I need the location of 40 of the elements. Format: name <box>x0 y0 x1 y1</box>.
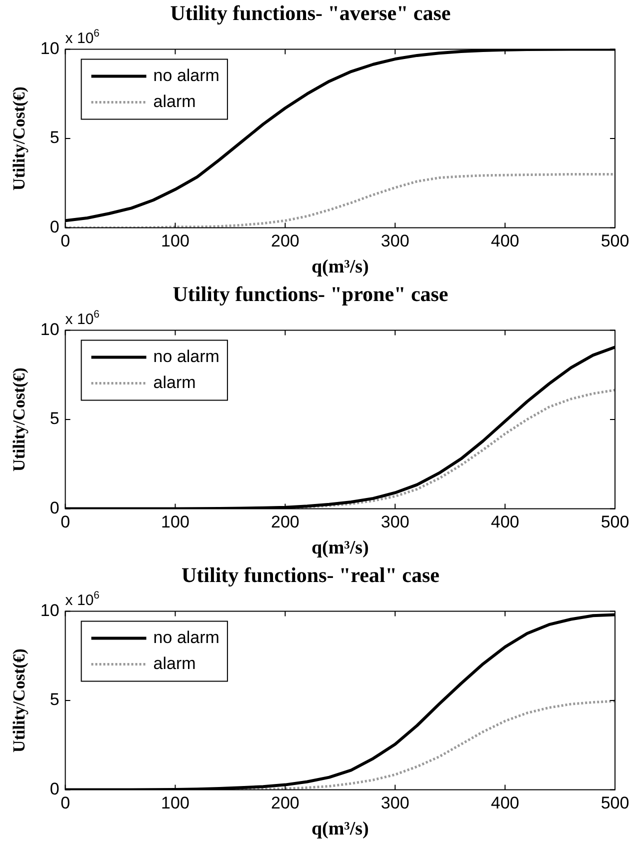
y-tick-label: 5 <box>50 409 60 428</box>
chart-title: Utility functions- "prone" case <box>172 282 448 306</box>
x-tick-label: 300 <box>380 232 410 251</box>
y-tick-label: 10 <box>40 38 60 58</box>
x-tick-label: 200 <box>271 512 300 532</box>
x-tick-label: 400 <box>490 794 520 813</box>
legend-label: alarm <box>153 92 196 111</box>
y-tick-label: 0 <box>50 779 60 798</box>
x-axis-title: q(m³/s) <box>311 256 369 278</box>
y-tick-label: 0 <box>50 498 60 518</box>
x-tick-label: 500 <box>600 794 630 813</box>
x-tick-label: 300 <box>380 512 410 532</box>
x-tick-label: 100 <box>161 512 190 532</box>
x-tick-label: 300 <box>380 794 410 813</box>
legend-label: no alarm <box>153 66 220 85</box>
y-tick-label: 5 <box>50 128 60 148</box>
legend-label: alarm <box>153 372 196 392</box>
x-tick-label: 400 <box>490 512 520 532</box>
x-tick-label: 200 <box>271 794 300 813</box>
y-tick-label: 10 <box>40 320 60 339</box>
y-axis-title: Utility/Cost(€) <box>10 648 29 752</box>
y-tick-label: 10 <box>40 600 60 620</box>
y-axis-title: Utility/Cost(€) <box>10 368 29 472</box>
legend-label: no alarm <box>153 346 220 366</box>
y-tick-label: 5 <box>50 690 60 710</box>
x-axis-title: q(m³/s) <box>311 538 369 559</box>
chart-title: Utility functions- "real" case <box>182 563 440 588</box>
legend-label: no alarm <box>153 628 220 647</box>
chart-title: Utility functions- "averse" case <box>170 1 451 26</box>
y-tick-label: 0 <box>50 217 60 236</box>
y-axis-title: Utility/Cost(€) <box>10 86 29 190</box>
x-tick-label: 100 <box>161 232 190 251</box>
x-tick-label: 100 <box>161 794 190 813</box>
line-series <box>65 172 615 228</box>
x-tick-label: 500 <box>600 512 630 532</box>
legend-label: alarm <box>153 654 196 673</box>
x-tick-label: 400 <box>490 232 520 251</box>
x-axis-title: q(m³/s) <box>311 818 369 840</box>
x-tick-label: 500 <box>600 232 630 251</box>
x-tick-label: 200 <box>271 232 300 251</box>
